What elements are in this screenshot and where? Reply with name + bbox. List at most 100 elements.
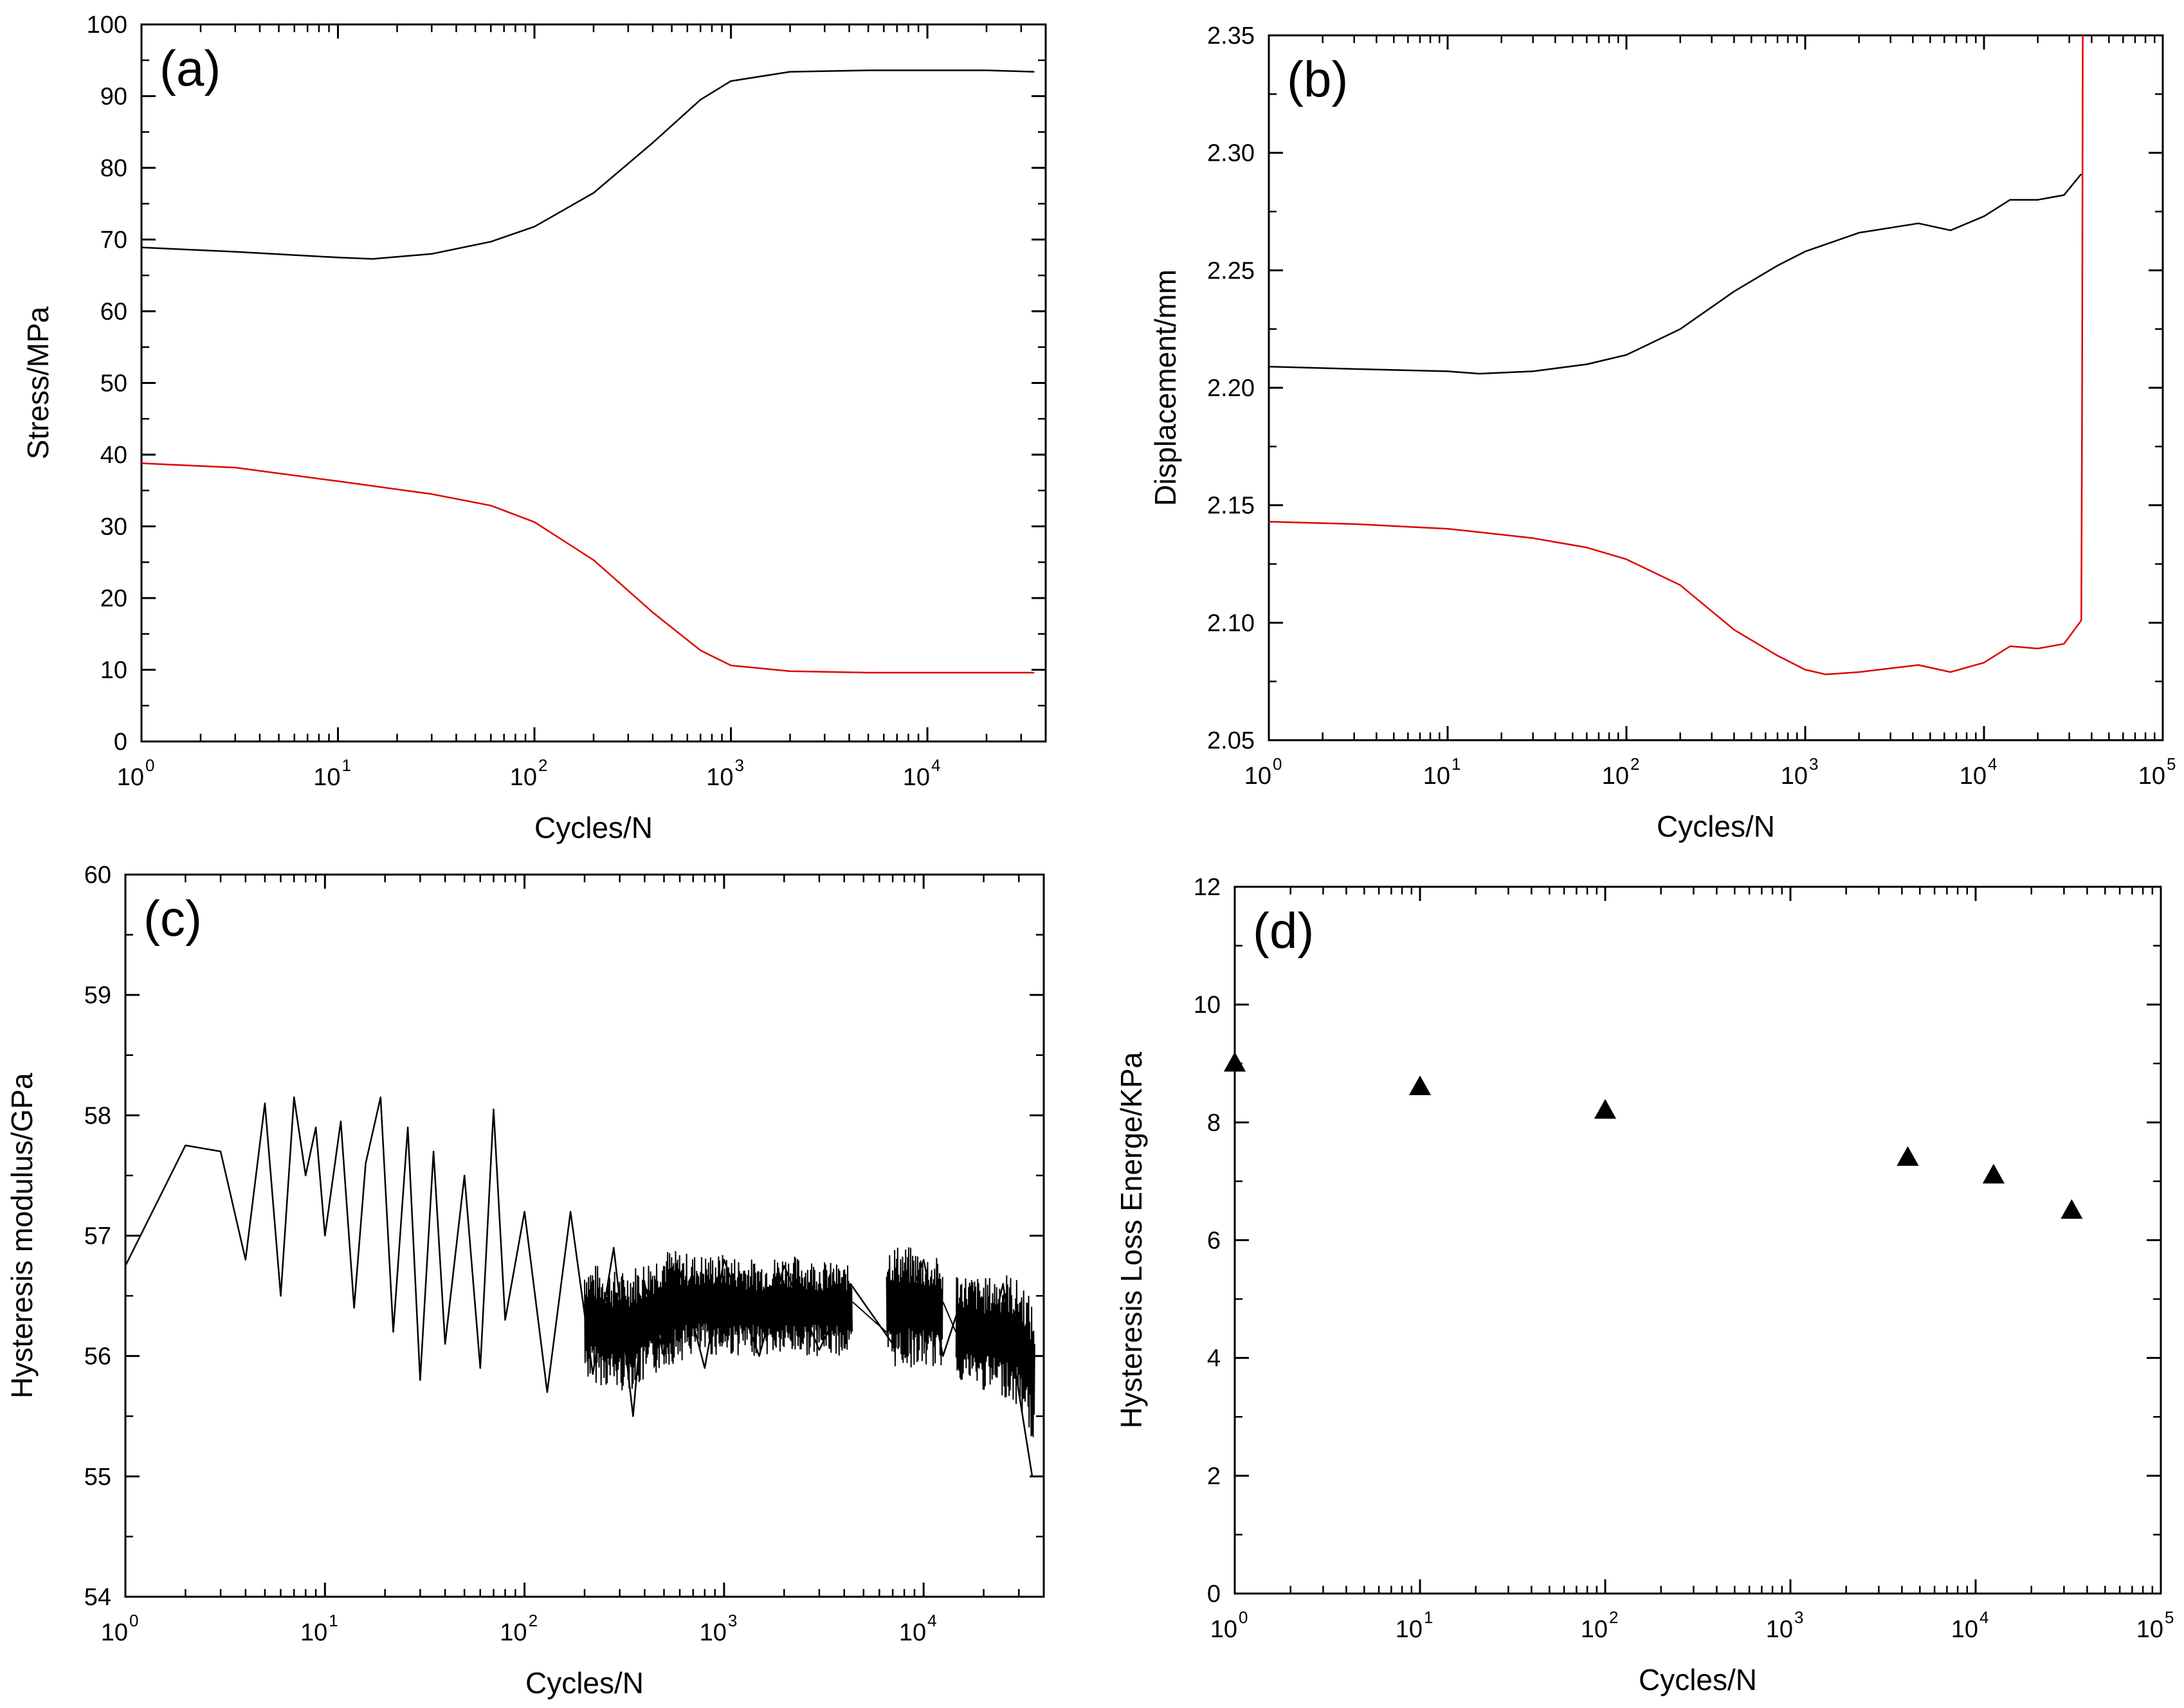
x-tick-label: 10 bbox=[500, 1619, 527, 1646]
y-tick-label: 4 bbox=[1207, 1345, 1221, 1372]
panel-label: (a) bbox=[159, 40, 221, 96]
y-tick-label: 2.15 bbox=[1207, 493, 1255, 520]
x-tick-label: 10 bbox=[700, 1619, 727, 1646]
y-tick-label: 2.20 bbox=[1207, 375, 1255, 402]
x-tick-label: 10 bbox=[300, 1619, 327, 1646]
x-tick-label: 10 bbox=[1766, 1616, 1793, 1643]
y-tick-label: 10 bbox=[100, 657, 127, 684]
y-tick-label: 100 bbox=[87, 12, 127, 39]
x-tick-label: 10 bbox=[101, 1619, 128, 1646]
y-axis-title: Hysteresis modulus/GPa bbox=[5, 1073, 39, 1399]
y-tick-label: 60 bbox=[84, 862, 111, 889]
x-tick-label: 10 bbox=[1960, 763, 1987, 790]
y-tick-label: 30 bbox=[100, 514, 127, 541]
x-tick-label: 10 bbox=[1244, 763, 1271, 790]
y-tick-label: 60 bbox=[100, 298, 127, 325]
series-line-1 bbox=[141, 462, 1035, 674]
plot-frame bbox=[140, 23, 1047, 743]
data-layer bbox=[141, 69, 1035, 674]
gap-connector bbox=[942, 1302, 957, 1332]
data-point-triangle bbox=[1594, 1099, 1617, 1119]
plot-frame bbox=[1233, 886, 2162, 1595]
gap-connector bbox=[851, 1301, 887, 1332]
y-tick-label: 2.35 bbox=[1207, 23, 1255, 50]
y-tick-label: 80 bbox=[100, 155, 127, 182]
x-tick-exponent: 1 bbox=[1424, 1608, 1433, 1627]
x-tick-label: 10 bbox=[706, 764, 733, 791]
y-tick-label: 2 bbox=[1207, 1463, 1221, 1490]
x-tick-label: 10 bbox=[510, 764, 537, 791]
y-tick-label: 40 bbox=[100, 442, 127, 469]
data-layer bbox=[125, 1096, 1035, 1476]
y-tick-label: 50 bbox=[100, 370, 127, 397]
x-axis-title: Cycles/N bbox=[1657, 810, 1775, 843]
x-tick-exponent: 0 bbox=[1239, 1608, 1248, 1627]
y-axis-title: Displacement/mm bbox=[1149, 269, 1182, 506]
x-tick-exponent: 4 bbox=[931, 756, 940, 775]
x-tick-exponent: 5 bbox=[2167, 754, 2176, 774]
y-tick-label: 59 bbox=[84, 982, 111, 1009]
x-tick-exponent: 0 bbox=[1273, 754, 1282, 774]
y-tick-label: 8 bbox=[1207, 1109, 1221, 1136]
series-line-0 bbox=[125, 1096, 1033, 1476]
data-point-triangle bbox=[1897, 1146, 1919, 1166]
x-tick-exponent: 5 bbox=[2165, 1608, 2174, 1627]
data-point-triangle bbox=[2061, 1199, 2083, 1219]
x-tick-exponent: 0 bbox=[145, 756, 154, 775]
y-tick-label: 2.10 bbox=[1207, 610, 1255, 637]
x-tick-exponent: 2 bbox=[538, 756, 547, 775]
panel-label: (c) bbox=[143, 890, 202, 947]
x-tick-label: 10 bbox=[1581, 1616, 1608, 1643]
x-tick-label: 10 bbox=[1396, 1616, 1423, 1643]
x-axis-title: Cycles/N bbox=[534, 811, 653, 844]
y-tick-label: 12 bbox=[1194, 874, 1221, 901]
y-tick-label: 2.30 bbox=[1207, 140, 1255, 167]
x-axis-title: Cycles/N bbox=[1639, 1663, 1757, 1696]
x-tick-exponent: 2 bbox=[1609, 1608, 1618, 1627]
x-tick-label: 10 bbox=[903, 764, 930, 791]
y-axis-title: Hysteresis Loss Energe/KPa bbox=[1115, 1051, 1148, 1428]
series-line-0 bbox=[141, 69, 1035, 260]
x-tick-label: 10 bbox=[1602, 763, 1629, 790]
panel-label: (b) bbox=[1287, 51, 1348, 107]
x-tick-exponent: 4 bbox=[1979, 1608, 1988, 1627]
x-tick-exponent: 3 bbox=[1809, 754, 1818, 774]
plot-frame bbox=[1268, 34, 2164, 741]
x-tick-exponent: 1 bbox=[342, 756, 351, 775]
x-tick-exponent: 4 bbox=[927, 1611, 936, 1630]
data-point-triangle bbox=[1223, 1051, 1246, 1072]
x-tick-exponent: 3 bbox=[728, 1611, 737, 1630]
data-point-triangle bbox=[1408, 1075, 1432, 1095]
y-tick-label: 56 bbox=[84, 1343, 111, 1370]
y-tick-label: 57 bbox=[84, 1223, 111, 1250]
x-tick-exponent: 2 bbox=[1630, 754, 1639, 774]
y-tick-label: 20 bbox=[100, 585, 127, 612]
x-tick-label: 10 bbox=[899, 1619, 926, 1646]
series-line-0 bbox=[1269, 173, 2082, 375]
plot-frame bbox=[124, 873, 1045, 1598]
x-tick-label: 10 bbox=[313, 764, 340, 791]
x-tick-exponent: 1 bbox=[329, 1611, 338, 1630]
y-tick-label: 90 bbox=[100, 84, 127, 111]
x-tick-exponent: 1 bbox=[1451, 754, 1461, 774]
y-axis-title: Stress/MPa bbox=[21, 306, 55, 459]
panel-label: (d) bbox=[1253, 902, 1314, 959]
y-tick-label: 54 bbox=[84, 1584, 111, 1611]
x-tick-label: 10 bbox=[1210, 1616, 1237, 1643]
y-tick-label: 55 bbox=[84, 1464, 111, 1491]
x-tick-label: 10 bbox=[1423, 763, 1450, 790]
x-tick-label: 10 bbox=[1781, 763, 1808, 790]
x-axis-title: Cycles/N bbox=[525, 1666, 644, 1700]
y-tick-label: 2.25 bbox=[1207, 257, 1255, 284]
x-tick-label: 10 bbox=[2138, 763, 2165, 790]
data-point-triangle bbox=[1982, 1163, 2005, 1184]
x-tick-exponent: 0 bbox=[129, 1611, 138, 1630]
x-tick-exponent: 2 bbox=[529, 1611, 538, 1630]
y-tick-label: 58 bbox=[84, 1102, 111, 1129]
series-noise-band bbox=[584, 1247, 1035, 1437]
